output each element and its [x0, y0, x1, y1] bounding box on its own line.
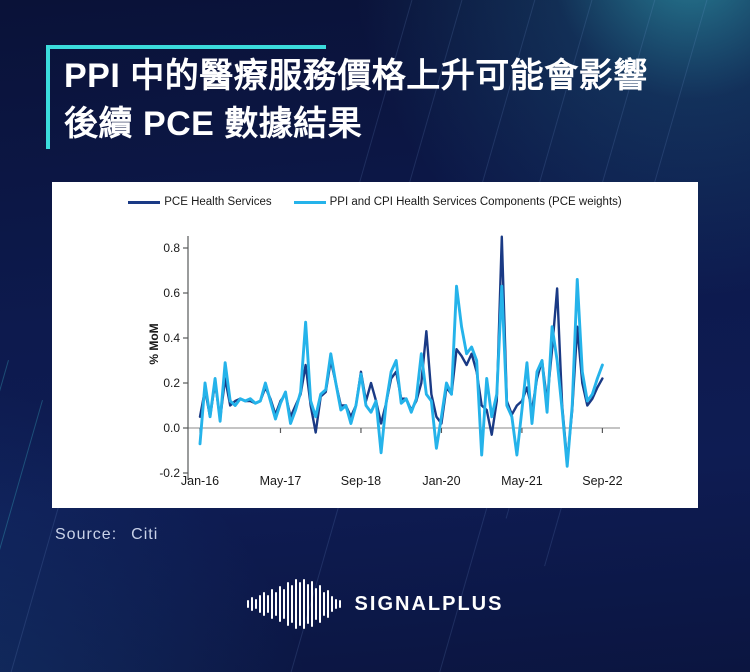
source-label: Source:: [55, 526, 118, 543]
legend-label-ppi-cpi: PPI and CPI Health Services Components (…: [329, 196, 622, 208]
svg-text:Sep-18: Sep-18: [341, 474, 381, 488]
source-attribution: Source: Citi: [55, 526, 158, 544]
legend-swatch-pce: [128, 200, 161, 204]
svg-text:Sep-22: Sep-22: [582, 474, 622, 488]
legend-swatch-ppi-cpi: [293, 200, 326, 204]
source-value: Citi: [131, 526, 159, 543]
svg-text:Jan-16: Jan-16: [181, 474, 219, 488]
title-accent-left-bar: [46, 45, 50, 149]
legend-item-pce: PCE Health Services: [128, 196, 272, 208]
svg-text:0.2: 0.2: [163, 376, 180, 390]
svg-text:May-17: May-17: [260, 474, 302, 488]
legend-item-ppi-cpi: PPI and CPI Health Services Components (…: [293, 196, 622, 208]
chart-legend: PCE Health Services PPI and CPI Health S…: [52, 196, 698, 208]
svg-text:0.8: 0.8: [163, 241, 180, 255]
svg-text:% MoM: % MoM: [147, 323, 161, 364]
title-accent-top-bar: [48, 45, 326, 49]
svg-text:May-21: May-21: [501, 474, 543, 488]
svg-text:Jan-20: Jan-20: [422, 474, 460, 488]
signalplus-logo: SIGNALPLUS: [0, 578, 750, 630]
svg-text:0.6: 0.6: [163, 286, 180, 300]
title-line-2: 後續 PCE 數據結果: [64, 105, 363, 143]
chart-panel: PCE Health Services PPI and CPI Health S…: [52, 182, 698, 508]
signalplus-waveform-icon: [246, 578, 341, 630]
svg-text:0.0: 0.0: [163, 421, 180, 435]
title-line-1: PPI 中的醫療服務價格上升可能會影響: [64, 57, 648, 95]
svg-text:-0.2: -0.2: [159, 466, 180, 480]
page-title: PPI 中的醫療服務價格上升可能會影響 後續 PCE 數據結果: [64, 52, 724, 148]
signalplus-wordmark: SIGNALPLUS: [354, 592, 504, 615]
svg-text:0.4: 0.4: [163, 331, 180, 345]
legend-label-pce: PCE Health Services: [164, 196, 272, 208]
